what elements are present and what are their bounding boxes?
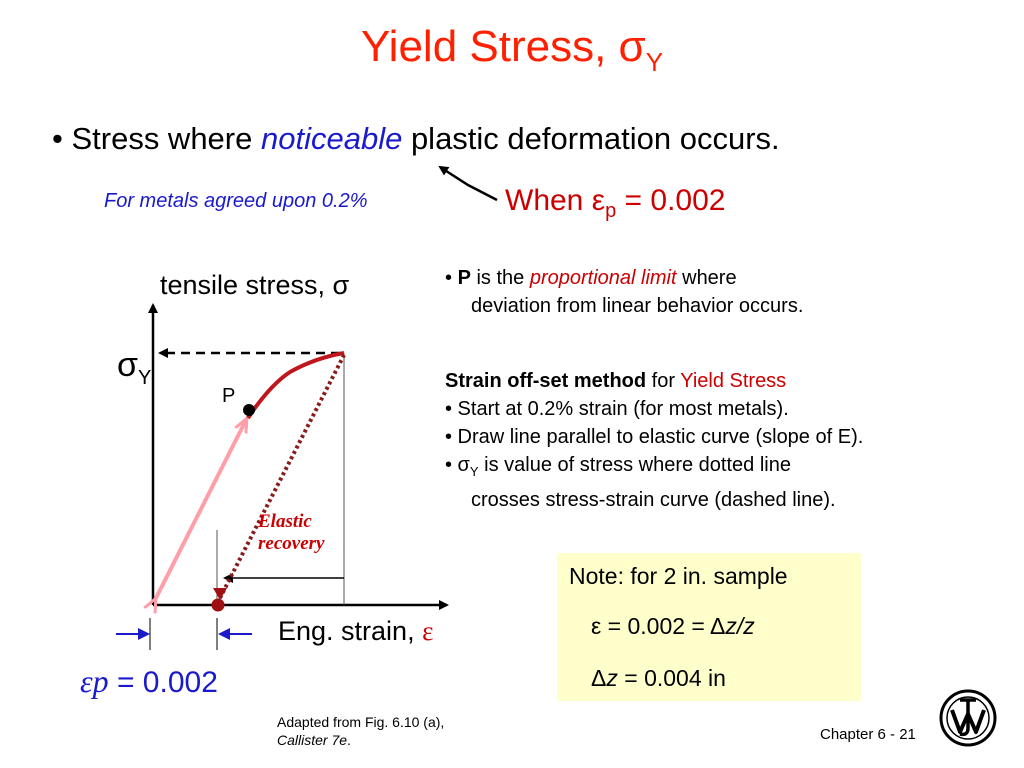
offset-origin-point (211, 598, 225, 612)
proportional-limit-bullet: • P is the proportional limit where devi… (445, 267, 804, 317)
strain-condition: When εp = 0.002 (505, 184, 726, 222)
sigma-y-label: σY (117, 346, 152, 389)
figure-credit: Adapted from Fig. 6.10 (a), Callister 7e… (277, 714, 445, 748)
plastic-curve (246, 351, 345, 420)
publisher-logo-icon (939, 689, 997, 747)
elastic-line (155, 420, 246, 600)
proportional-limit-point (243, 404, 255, 416)
noticeable-emphasis: noticeable (260, 121, 403, 156)
offset-method-list: Strain off-set method for Yield Stress •… (445, 370, 864, 511)
plastic-strain-value: εp = 0.002 (80, 663, 218, 699)
elastic-recovery-label: Elastic recovery (258, 511, 325, 554)
chapter-page-number: Chapter 6 - 21 (820, 726, 916, 743)
list-item: • Draw line parallel to elastic curve (s… (445, 426, 864, 448)
note-box: Note: for 2 in. sample ε = 0.002 = Δz/z … (557, 553, 861, 701)
offset-origin-tip (213, 588, 227, 600)
x-axis-label: Eng. strain, ε (278, 616, 434, 646)
offset-dotted-line (218, 354, 346, 599)
definition-bullet: • Stress where noticeable plastic deform… (52, 121, 780, 156)
list-item: • σY is value of stress where dotted lin… (445, 454, 791, 479)
metals-note: For metals agreed upon 0.2% (104, 190, 368, 212)
slide-title: Yield Stress, σY (360, 22, 664, 77)
p-point-label: P (222, 385, 236, 407)
pointer-line (438, 165, 498, 202)
y-axis-label: tensile stress, σ (160, 270, 350, 300)
list-item: • Start at 0.2% strain (for most metals)… (445, 398, 789, 420)
